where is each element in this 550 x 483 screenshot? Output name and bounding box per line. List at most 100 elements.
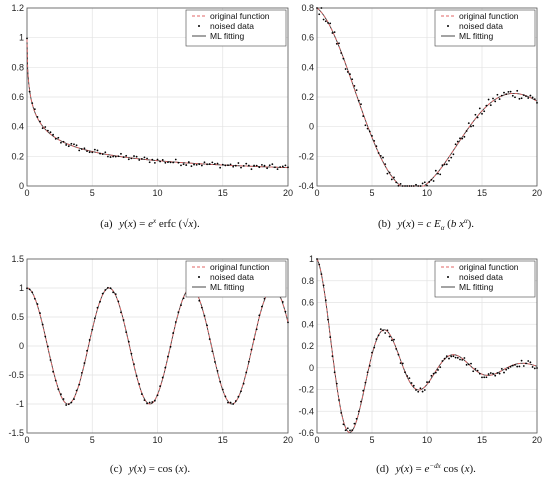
data-point	[514, 96, 516, 99]
data-point	[263, 164, 266, 167]
data-point	[198, 163, 201, 166]
data-point	[331, 355, 334, 358]
data-point	[78, 383, 81, 386]
data-point	[148, 161, 151, 164]
caption-b: (b) y(x) = c Eα (b xα).	[378, 217, 474, 232]
data-point	[54, 379, 57, 382]
data-point	[520, 97, 523, 100]
data-point	[263, 297, 266, 300]
data-point	[211, 161, 214, 164]
data-point	[505, 93, 508, 96]
data-point	[467, 363, 470, 366]
data-point	[463, 357, 466, 359]
data-point	[371, 135, 373, 137]
data-point	[167, 161, 169, 164]
caption-a: (a) y(x) = ex erfc (√x).	[100, 217, 200, 230]
data-point	[483, 110, 486, 113]
data-point	[161, 376, 164, 379]
legend-swatch-noised	[447, 276, 449, 278]
data-point	[62, 398, 65, 400]
x-tick-label: 10	[422, 435, 432, 445]
data-point	[516, 365, 519, 368]
data-point	[151, 158, 154, 161]
data-point	[60, 141, 62, 144]
data-point	[417, 185, 420, 187]
data-point	[240, 390, 242, 393]
data-point	[415, 183, 417, 186]
data-point	[366, 127, 369, 130]
data-point	[99, 300, 101, 303]
y-tick-label: 1	[309, 254, 314, 264]
caption-d-tag: (d)	[376, 463, 389, 475]
data-point	[41, 323, 44, 326]
data-point	[44, 126, 47, 128]
data-point	[516, 89, 519, 92]
data-point	[206, 163, 208, 166]
data-point	[185, 164, 188, 166]
data-point	[439, 366, 442, 369]
data-point	[271, 163, 274, 166]
data-point	[206, 324, 208, 327]
data-point	[472, 124, 475, 127]
data-point	[148, 401, 151, 404]
data-point	[503, 371, 505, 374]
data-point	[342, 57, 345, 60]
y-tick-label: 0.2	[11, 151, 24, 161]
data-point	[320, 7, 323, 9]
y-tick-label: -1.5	[8, 428, 24, 438]
data-point	[219, 166, 222, 169]
data-point	[408, 377, 411, 380]
data-point	[39, 312, 41, 315]
data-point	[143, 399, 146, 402]
data-point	[335, 42, 338, 45]
data-point	[67, 403, 70, 406]
series-noised-data	[26, 37, 289, 171]
data-point	[533, 367, 536, 370]
data-point	[73, 143, 75, 146]
y-tick-label: 0.4	[301, 319, 314, 329]
data-point	[320, 273, 323, 276]
data-point	[322, 284, 325, 287]
data-point	[229, 401, 232, 404]
legend-label-ml: ML fitting	[210, 31, 244, 41]
y-tick-label: 0	[19, 181, 24, 191]
legend-label-original: original function	[459, 11, 519, 21]
data-point	[531, 366, 534, 368]
x-tick-label: 0	[24, 188, 29, 198]
data-point	[93, 317, 96, 320]
data-point	[211, 350, 214, 353]
legend-swatch-noised	[447, 25, 449, 27]
y-tick-label: 0.4	[11, 122, 24, 132]
data-point	[33, 108, 36, 111]
data-point	[182, 297, 185, 300]
legend-label-noised: noised data	[459, 272, 503, 282]
data-point	[474, 367, 477, 370]
data-point	[324, 20, 327, 23]
data-point	[135, 155, 138, 158]
data-point	[362, 389, 365, 392]
legend-label-noised: noised data	[459, 21, 503, 31]
legend-swatch-noised	[198, 276, 200, 278]
data-point	[234, 164, 237, 167]
data-point	[70, 142, 73, 145]
data-point	[353, 85, 356, 87]
data-point	[338, 42, 340, 45]
y-tick-label: -0.4	[298, 181, 314, 191]
data-point	[143, 156, 146, 159]
chart-panel-b: 0 5 10 15 20 -0.4 -0.2 0 0.2 0.4 0.6 0.8 original fu…	[298, 3, 542, 198]
data-point	[498, 372, 501, 375]
data-point	[470, 362, 472, 365]
data-point	[423, 389, 426, 391]
data-point	[346, 427, 349, 430]
data-point	[434, 169, 437, 172]
x-tick-label: 15	[477, 435, 487, 445]
data-point	[221, 163, 224, 166]
data-point	[527, 97, 530, 99]
data-point	[88, 339, 91, 341]
caption-c: (c) y(x) = cos (x).	[110, 463, 190, 475]
data-point	[247, 164, 250, 167]
data-point	[465, 130, 468, 132]
data-point	[485, 376, 488, 379]
data-point	[232, 165, 235, 168]
